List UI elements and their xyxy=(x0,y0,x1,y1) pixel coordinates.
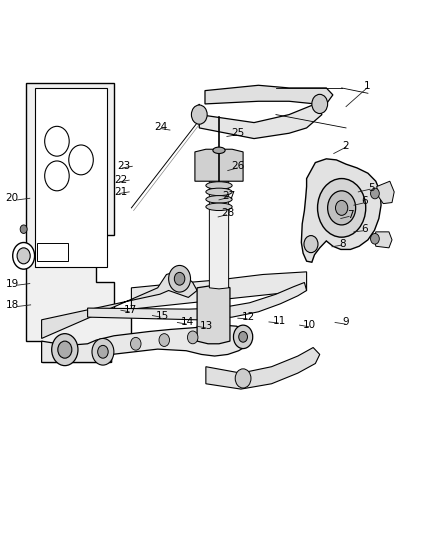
Text: 20: 20 xyxy=(6,193,19,203)
Text: 6: 6 xyxy=(361,197,368,206)
Text: 5: 5 xyxy=(368,183,375,192)
Text: 17: 17 xyxy=(124,305,137,315)
Circle shape xyxy=(45,126,69,156)
Circle shape xyxy=(239,332,247,342)
Polygon shape xyxy=(301,159,381,262)
Text: 28: 28 xyxy=(221,208,234,218)
Circle shape xyxy=(371,233,379,244)
Polygon shape xyxy=(37,243,68,261)
Text: 14: 14 xyxy=(181,318,194,327)
Ellipse shape xyxy=(206,182,232,189)
Text: 24: 24 xyxy=(155,122,168,132)
Circle shape xyxy=(187,331,198,344)
Circle shape xyxy=(52,334,78,366)
Circle shape xyxy=(131,337,141,350)
Circle shape xyxy=(69,145,93,175)
Text: 26: 26 xyxy=(232,161,245,171)
Circle shape xyxy=(13,243,35,269)
Circle shape xyxy=(235,369,251,388)
Circle shape xyxy=(304,236,318,253)
Circle shape xyxy=(58,341,72,358)
Circle shape xyxy=(159,334,170,346)
Circle shape xyxy=(318,179,366,237)
Circle shape xyxy=(233,325,253,349)
Text: 10: 10 xyxy=(303,320,316,330)
Text: 9: 9 xyxy=(343,318,350,327)
Circle shape xyxy=(17,248,30,264)
Polygon shape xyxy=(131,272,307,309)
Polygon shape xyxy=(199,104,322,139)
Ellipse shape xyxy=(206,188,232,196)
Polygon shape xyxy=(206,348,320,389)
Text: 19: 19 xyxy=(6,279,19,288)
Polygon shape xyxy=(377,181,394,204)
Circle shape xyxy=(191,105,207,124)
Circle shape xyxy=(20,225,27,233)
Circle shape xyxy=(169,265,191,292)
Circle shape xyxy=(312,94,328,114)
Ellipse shape xyxy=(206,203,232,211)
Polygon shape xyxy=(26,83,131,362)
Polygon shape xyxy=(42,272,197,338)
Text: 12: 12 xyxy=(242,312,255,322)
Circle shape xyxy=(98,345,108,358)
Polygon shape xyxy=(195,149,243,181)
Text: 6: 6 xyxy=(361,224,368,234)
Circle shape xyxy=(328,191,356,225)
Text: 7: 7 xyxy=(347,210,354,220)
Text: 25: 25 xyxy=(231,128,244,138)
Text: 27: 27 xyxy=(222,191,235,201)
Text: 22: 22 xyxy=(114,175,127,185)
Circle shape xyxy=(45,161,69,191)
Text: 18: 18 xyxy=(6,300,19,310)
Text: 21: 21 xyxy=(114,187,127,197)
Ellipse shape xyxy=(206,196,232,203)
Text: 11: 11 xyxy=(272,317,286,326)
Polygon shape xyxy=(205,85,333,104)
Circle shape xyxy=(336,200,348,215)
Text: 1: 1 xyxy=(364,82,371,91)
Text: 13: 13 xyxy=(200,321,213,331)
Polygon shape xyxy=(209,180,229,289)
Ellipse shape xyxy=(213,147,225,154)
Text: 2: 2 xyxy=(343,141,350,150)
Text: 8: 8 xyxy=(339,239,346,248)
Circle shape xyxy=(92,338,114,365)
Polygon shape xyxy=(374,232,392,248)
Text: 23: 23 xyxy=(117,161,130,171)
Circle shape xyxy=(371,188,379,199)
Polygon shape xyxy=(35,88,107,266)
Circle shape xyxy=(174,272,185,285)
Polygon shape xyxy=(88,282,307,320)
Polygon shape xyxy=(42,325,250,362)
Text: 15: 15 xyxy=(155,311,169,320)
Polygon shape xyxy=(197,285,230,344)
